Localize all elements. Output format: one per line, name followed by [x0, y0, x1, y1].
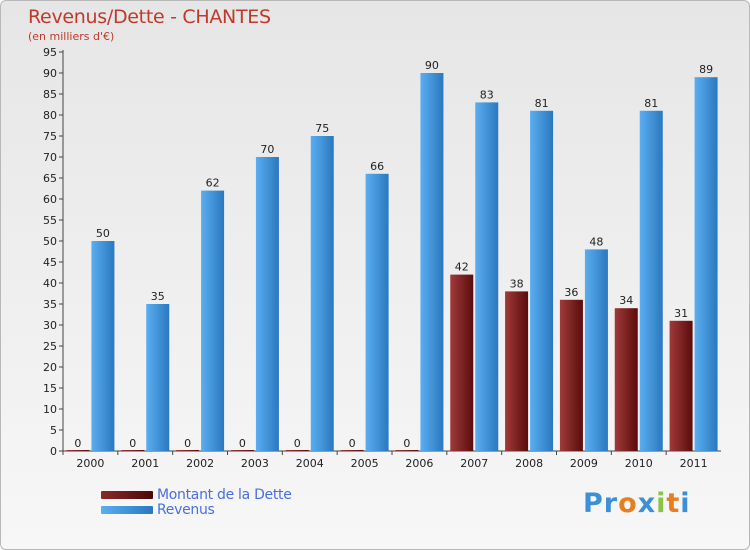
- x-tick-label: 2002: [186, 457, 214, 470]
- data-label-revenus: 81: [535, 97, 549, 110]
- legend: Montant de la Dette Revenus: [101, 486, 292, 518]
- chart-title: Revenus/Dette - CHANTES: [28, 6, 271, 28]
- data-label-revenus: 48: [589, 235, 603, 248]
- data-label-revenus: 83: [480, 88, 494, 101]
- bar-dette: [669, 320, 693, 451]
- bar-dette: [450, 274, 474, 451]
- data-label-dette: 0: [294, 437, 301, 450]
- logo-letter: i: [656, 488, 667, 519]
- bar-revenus: [91, 241, 115, 451]
- bar-revenus: [310, 136, 334, 451]
- chart-subtitle: (en milliers d'€): [28, 30, 115, 43]
- legend-swatch-revenus: [101, 505, 153, 514]
- data-label-revenus: 81: [644, 97, 658, 110]
- logo-letter: o: [618, 488, 638, 519]
- y-tick-label: 0: [50, 445, 57, 458]
- bar-revenus: [475, 102, 499, 452]
- y-tick-label: 60: [43, 193, 57, 206]
- data-label-dette: 0: [184, 437, 191, 450]
- legend-swatch-dette: [101, 490, 153, 499]
- x-tick-label: 2011: [680, 457, 708, 470]
- y-tick-label: 40: [43, 277, 57, 290]
- y-tick-label: 65: [43, 172, 57, 185]
- y-tick-label: 95: [43, 46, 57, 59]
- data-label-revenus: 66: [370, 160, 384, 173]
- data-label-revenus: 89: [699, 63, 713, 76]
- data-label-dette: 34: [619, 294, 633, 307]
- x-tick-label: 2003: [241, 457, 269, 470]
- bar-revenus: [255, 157, 279, 451]
- bar-revenus: [584, 249, 608, 451]
- bar-revenus: [201, 190, 225, 451]
- x-tick-label: 2000: [76, 457, 104, 470]
- legend-label-revenus: Revenus: [157, 501, 215, 518]
- data-label-dette: 36: [564, 286, 578, 299]
- data-label-revenus: 75: [315, 122, 329, 135]
- y-tick-label: 15: [43, 382, 57, 395]
- x-tick-label: 2004: [296, 457, 324, 470]
- y-tick-label: 45: [43, 256, 57, 269]
- x-tick-label: 2005: [351, 457, 379, 470]
- bar-revenus: [365, 173, 389, 452]
- y-tick-label: 55: [43, 214, 57, 227]
- y-tick-label: 10: [43, 403, 57, 416]
- data-label-dette: 42: [455, 261, 469, 274]
- y-tick-label: 35: [43, 298, 57, 311]
- data-label-dette: 0: [403, 437, 410, 450]
- y-tick-label: 50: [43, 235, 57, 248]
- bar-dette: [121, 450, 145, 451]
- bar-dette: [340, 450, 364, 451]
- y-tick-label: 20: [43, 361, 57, 374]
- x-tick-label: 2010: [625, 457, 653, 470]
- proxiti-logo[interactable]: Proxiti: [583, 488, 691, 519]
- x-tick-label: 2008: [515, 457, 543, 470]
- data-label-revenus: 62: [206, 177, 220, 190]
- x-tick-label: 2009: [570, 457, 598, 470]
- bar-revenus: [694, 77, 718, 451]
- data-label-dette: 0: [239, 437, 246, 450]
- logo-letter: i: [680, 488, 691, 519]
- legend-label-dette: Montant de la Dette: [157, 486, 292, 503]
- bar-dette: [176, 450, 200, 451]
- x-tick-label: 2006: [405, 457, 433, 470]
- y-tick-label: 5: [50, 424, 57, 437]
- bar-dette: [505, 291, 529, 451]
- bar-dette: [230, 450, 254, 451]
- bar-dette: [559, 299, 583, 451]
- bar-dette: [395, 450, 419, 451]
- bar-revenus: [420, 73, 444, 451]
- data-label-revenus: 90: [425, 59, 439, 72]
- y-tick-label: 80: [43, 109, 57, 122]
- bar-dette: [66, 450, 90, 451]
- y-tick-label: 70: [43, 151, 57, 164]
- bar-dette: [285, 450, 309, 451]
- data-label-dette: 0: [74, 437, 81, 450]
- logo-letter: r: [603, 488, 619, 519]
- logo-letter: t: [666, 488, 681, 519]
- logo-letter: P: [583, 488, 604, 519]
- y-tick-label: 25: [43, 340, 57, 353]
- legend-item-dette: Montant de la Dette: [101, 486, 292, 503]
- y-tick-label: 75: [43, 130, 57, 143]
- y-tick-label: 30: [43, 319, 57, 332]
- bar-revenus: [639, 110, 663, 452]
- x-tick-label: 2001: [131, 457, 159, 470]
- x-tick-label: 2007: [460, 457, 488, 470]
- bar-revenus: [146, 304, 170, 451]
- y-tick-label: 90: [43, 67, 57, 80]
- data-label-revenus: 50: [96, 227, 110, 240]
- logo-letter: x: [637, 488, 657, 519]
- y-tick-label: 85: [43, 88, 57, 101]
- bar-revenus: [530, 110, 554, 452]
- data-label-dette: 38: [510, 277, 524, 290]
- data-label-revenus: 35: [151, 290, 165, 303]
- data-label-revenus: 70: [260, 143, 274, 156]
- data-label-dette: 0: [349, 437, 356, 450]
- bar-dette: [614, 308, 638, 451]
- legend-item-revenus: Revenus: [101, 501, 292, 518]
- data-label-dette: 31: [674, 307, 688, 320]
- data-label-dette: 0: [129, 437, 136, 450]
